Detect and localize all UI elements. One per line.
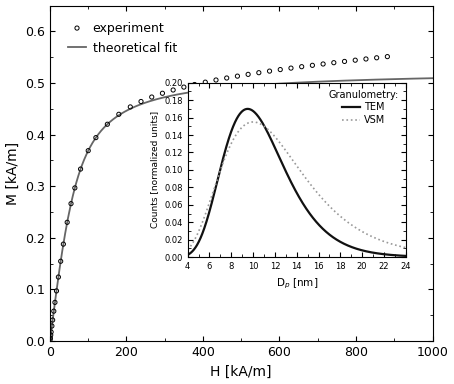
experiment — [255, 70, 262, 76]
experiment — [202, 79, 209, 85]
experiment — [71, 185, 79, 191]
experiment — [104, 121, 111, 127]
X-axis label: H [kA/m]: H [kA/m] — [211, 364, 272, 379]
experiment — [384, 53, 391, 60]
experiment — [223, 75, 230, 81]
experiment — [330, 60, 337, 66]
theoretical fit — [47, 337, 53, 342]
experiment — [127, 104, 134, 110]
experiment — [55, 274, 62, 280]
experiment — [67, 200, 74, 207]
experiment — [46, 336, 54, 343]
theoretical fit — [141, 101, 146, 106]
theoretical fit — [363, 78, 368, 82]
theoretical fit — [230, 85, 235, 89]
experiment — [287, 65, 295, 71]
experiment — [362, 56, 370, 62]
experiment — [92, 134, 99, 141]
experiment — [77, 166, 84, 172]
experiment — [234, 73, 241, 79]
experiment — [351, 57, 359, 63]
experiment — [49, 317, 56, 323]
Legend: experiment, theoretical fit: experiment, theoretical fit — [64, 18, 181, 58]
theoretical fit — [48, 331, 54, 335]
experiment — [309, 62, 316, 68]
experiment — [266, 68, 273, 74]
experiment — [48, 323, 55, 329]
experiment — [57, 258, 64, 264]
Y-axis label: M [kA/m]: M [kA/m] — [5, 142, 20, 205]
experiment — [138, 98, 145, 104]
experiment — [373, 55, 380, 61]
experiment — [84, 147, 92, 154]
experiment — [180, 84, 188, 90]
experiment — [64, 219, 71, 225]
theoretical fit — [358, 78, 364, 83]
experiment — [50, 308, 57, 314]
experiment — [212, 77, 220, 83]
experiment — [60, 241, 67, 247]
experiment — [47, 335, 54, 341]
Line: theoretical fit: theoretical fit — [50, 78, 433, 339]
experiment — [148, 94, 155, 100]
experiment — [298, 64, 305, 70]
theoretical fit — [347, 78, 352, 83]
theoretical fit — [430, 76, 435, 81]
experiment — [115, 111, 123, 118]
experiment — [51, 299, 59, 305]
experiment — [320, 61, 327, 67]
experiment — [191, 81, 198, 88]
experiment — [48, 329, 55, 335]
experiment — [341, 58, 348, 65]
experiment — [276, 66, 284, 73]
experiment — [169, 87, 177, 93]
experiment — [53, 288, 60, 294]
experiment — [159, 90, 166, 96]
experiment — [245, 71, 252, 78]
experiment — [47, 332, 54, 338]
